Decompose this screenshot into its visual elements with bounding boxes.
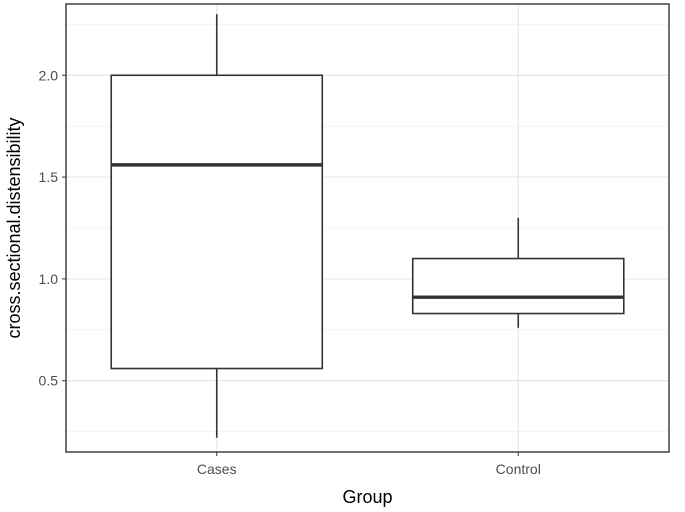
y-tick-label: 2.0 bbox=[39, 67, 59, 83]
y-axis-title: cross.sectional.distensibility bbox=[4, 117, 24, 338]
box-cases bbox=[110, 74, 324, 370]
x-axis-title: Group bbox=[342, 487, 392, 507]
box-control bbox=[411, 257, 625, 315]
y-tick-label: 1.5 bbox=[39, 169, 59, 185]
y-tick-label: 0.5 bbox=[39, 373, 59, 389]
plot-panel-border bbox=[65, 3, 670, 453]
y-tick-label: 1.0 bbox=[39, 271, 59, 287]
axes: 0.5 1.0 1.5 2.0 Cases Control bbox=[39, 67, 541, 477]
boxes bbox=[110, 14, 625, 438]
x-tick-label: Control bbox=[496, 461, 541, 477]
x-tick-label: Cases bbox=[197, 461, 237, 477]
